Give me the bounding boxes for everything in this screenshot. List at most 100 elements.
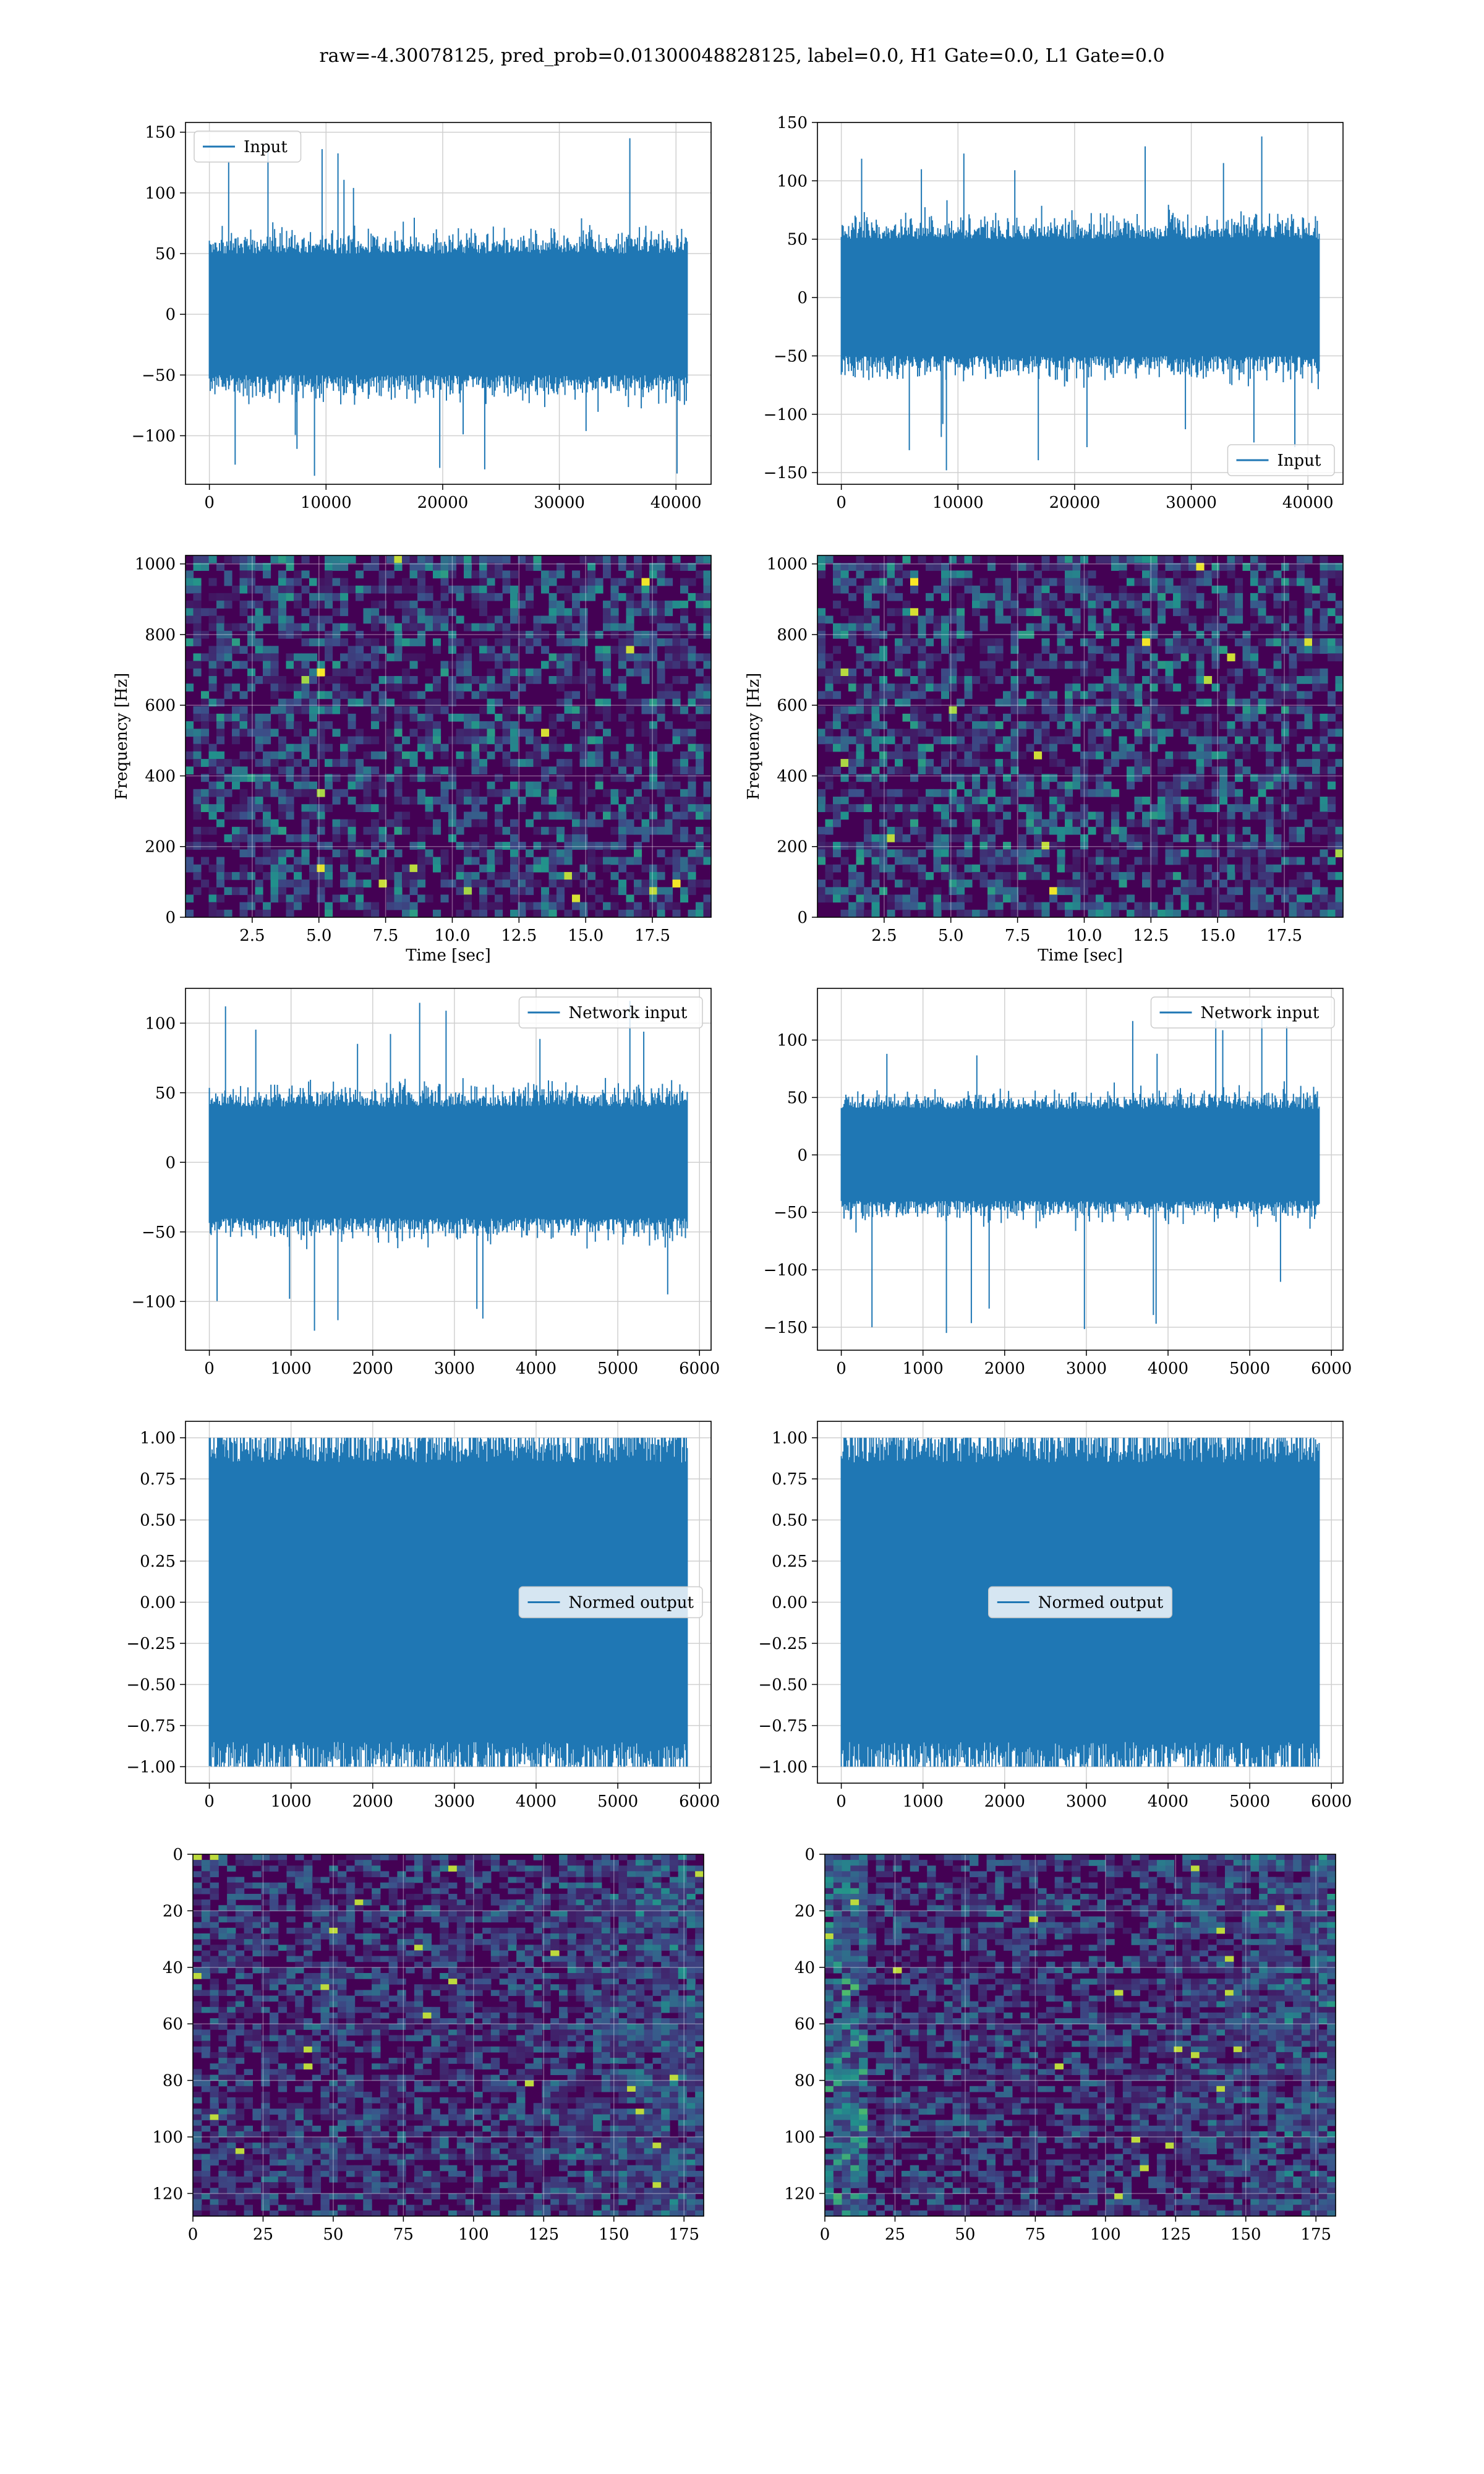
heatmap-cell bbox=[641, 608, 650, 617]
heatmap-cell bbox=[278, 1854, 288, 1860]
heatmap-cell bbox=[193, 797, 202, 805]
heatmap-cell bbox=[703, 623, 712, 631]
heatmap-cell bbox=[286, 2154, 296, 2160]
heatmap-cell bbox=[1119, 570, 1127, 579]
heatmap-cell bbox=[1127, 721, 1135, 729]
heatmap-cell bbox=[348, 721, 356, 729]
heatmap-cell bbox=[1227, 781, 1235, 790]
heatmap-cell bbox=[1258, 608, 1266, 617]
heatmap-cell bbox=[817, 630, 826, 639]
heatmap-cell bbox=[1304, 736, 1313, 745]
heatmap-cell bbox=[304, 2188, 313, 2194]
heatmap-cell bbox=[995, 759, 1004, 767]
heatmap-cell bbox=[269, 1995, 279, 2002]
heatmap-cell bbox=[1188, 615, 1197, 624]
heatmap-cell bbox=[304, 2046, 313, 2053]
heatmap-cell bbox=[1320, 570, 1328, 579]
heatmap-cell bbox=[1173, 608, 1182, 617]
heatmap-cell bbox=[895, 894, 903, 903]
heatmap-cell bbox=[1142, 721, 1151, 729]
heatmap-cell bbox=[964, 804, 973, 812]
heatmap-cell bbox=[448, 774, 457, 782]
heatmap-cell bbox=[239, 797, 248, 805]
heatmap-cell bbox=[239, 811, 248, 820]
heatmap-cell bbox=[526, 789, 534, 797]
heatmap-cell bbox=[227, 2159, 236, 2166]
heatmap-cell bbox=[402, 615, 411, 624]
heatmap-cell bbox=[269, 2046, 279, 2053]
heatmap-cell bbox=[833, 880, 842, 888]
heatmap-cell bbox=[239, 578, 248, 586]
heatmap-cell bbox=[579, 676, 588, 684]
heatmap-cell bbox=[286, 1950, 296, 1957]
heatmap-cell bbox=[1034, 691, 1043, 700]
heatmap-cell bbox=[320, 2063, 330, 2070]
heatmap-cell bbox=[278, 570, 287, 579]
heatmap-cell bbox=[193, 668, 202, 677]
heatmap-cell bbox=[244, 2069, 253, 2075]
heatmap-cell bbox=[972, 721, 981, 729]
heatmap-cell bbox=[363, 2148, 372, 2154]
heatmap-cell bbox=[610, 789, 619, 797]
heatmap-cell bbox=[1057, 646, 1065, 654]
heatmap-cell bbox=[471, 713, 480, 722]
heatmap-cell bbox=[409, 774, 418, 782]
heatmap-cell bbox=[252, 2182, 262, 2188]
heatmap-cell bbox=[957, 608, 965, 617]
heatmap-cell bbox=[910, 570, 919, 579]
heatmap-cell bbox=[456, 751, 464, 760]
heatmap-cell bbox=[918, 871, 926, 880]
heatmap-cell bbox=[278, 1882, 288, 1889]
heatmap-cell bbox=[1304, 691, 1313, 700]
heatmap-cell bbox=[479, 608, 488, 617]
x-tick-label: 10.0 bbox=[435, 927, 471, 945]
heatmap-cell bbox=[263, 661, 271, 669]
heatmap-cell bbox=[417, 630, 426, 639]
heatmap-cell bbox=[641, 880, 650, 888]
heatmap-cell bbox=[1258, 601, 1266, 609]
heatmap-cell bbox=[579, 864, 588, 873]
heatmap-cell bbox=[1227, 729, 1235, 737]
heatmap-cell bbox=[356, 661, 364, 669]
heatmap-cell bbox=[1111, 623, 1120, 631]
heatmap-cell bbox=[216, 857, 225, 865]
heatmap-cell bbox=[456, 759, 464, 767]
heatmap-cell bbox=[696, 653, 704, 662]
heatmap-cell bbox=[510, 608, 519, 617]
heatmap-cell bbox=[244, 1990, 253, 1997]
heatmap-cell bbox=[657, 902, 665, 910]
heatmap-cell bbox=[201, 1950, 211, 1957]
heatmap-cell bbox=[1320, 638, 1328, 646]
heatmap-cell bbox=[1119, 834, 1127, 842]
heatmap-cell bbox=[278, 2137, 288, 2143]
heatmap-cell bbox=[354, 1973, 364, 1979]
heatmap-cell bbox=[227, 1979, 236, 1985]
heatmap-cell bbox=[201, 1990, 211, 1997]
heatmap-cell bbox=[1180, 555, 1189, 563]
y-tick-label: 0 bbox=[797, 1146, 808, 1165]
heatmap-cell bbox=[548, 615, 557, 624]
heatmap-cell bbox=[252, 2165, 262, 2172]
heatmap-cell bbox=[1088, 661, 1096, 669]
heatmap-cell bbox=[320, 2148, 330, 2154]
heatmap-cell bbox=[1041, 909, 1050, 918]
heatmap-cell bbox=[933, 909, 942, 918]
heatmap-cell bbox=[1026, 864, 1034, 873]
heatmap-cell bbox=[487, 751, 495, 760]
heatmap-cell bbox=[346, 2001, 356, 2008]
heatmap-cell bbox=[495, 826, 503, 835]
heatmap-cell bbox=[995, 826, 1004, 835]
legend: Normed output bbox=[988, 1586, 1172, 1619]
heatmap-cell bbox=[294, 759, 302, 767]
heatmap-cell bbox=[618, 683, 627, 691]
heatmap-cell bbox=[595, 909, 603, 918]
heatmap-cell bbox=[902, 570, 911, 579]
heatmap-cell bbox=[541, 902, 550, 910]
heatmap-cell bbox=[227, 1877, 236, 1883]
heatmap-cell bbox=[402, 691, 411, 700]
heatmap-cell bbox=[618, 834, 627, 842]
heatmap-cell bbox=[1235, 880, 1243, 888]
heatmap-cell bbox=[218, 2080, 228, 2087]
heatmap-cell bbox=[680, 601, 689, 609]
heatmap-cell bbox=[556, 713, 565, 722]
